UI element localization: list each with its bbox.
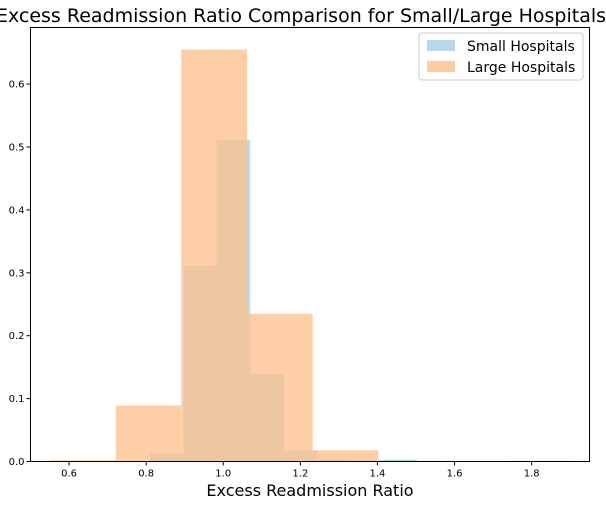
bar-large-3 [247,313,313,462]
legend-label-small: Small Hospitals [467,39,575,55]
y-tick-label-2: 0.2 [9,331,25,342]
x-tick-label-6: 1.8 [524,469,540,480]
x-tick-label-2: 1.0 [215,469,231,480]
legend-swatch-large [427,61,455,72]
x-axis: 0.6 0.8 1.0 1.2 1.4 1.6 1.8 [61,461,540,480]
legend: Small Hospitals Large Hospitals [418,32,584,81]
x-tick-label-0: 0.6 [61,469,77,480]
x-tick-label-4: 1.4 [370,469,386,480]
bar-large-4 [312,450,379,462]
y-tick-label-4: 0.4 [9,205,25,216]
bar-large-2 [181,49,248,462]
bars-layer [49,49,576,462]
y-tick-label-1: 0.1 [9,394,25,405]
legend-swatch-small [427,40,455,51]
legend-box [418,32,584,81]
x-tick-label-3: 1.2 [292,469,308,480]
bar-small-7 [384,459,418,462]
y-axis: 0.0 0.1 0.2 0.3 0.4 0.5 0.6 [9,80,31,468]
y-tick-label-6: 0.6 [9,80,25,91]
y-tick-label-3: 0.3 [9,268,25,279]
legend-label-large: Large Hospitals [467,60,575,76]
plot-frame [30,27,590,462]
bar-large-0 [49,460,116,462]
chart-title: Excess Readmission Ratio Comparison for … [0,5,606,27]
y-tick-label-0: 0.0 [9,457,25,468]
bar-large-1 [115,405,182,462]
x-tick-label-5: 1.6 [447,469,463,480]
x-axis-label: Excess Readmission Ratio [206,481,413,500]
y-tick-label-5: 0.5 [9,143,25,154]
x-tick-label-1: 0.8 [138,469,154,480]
